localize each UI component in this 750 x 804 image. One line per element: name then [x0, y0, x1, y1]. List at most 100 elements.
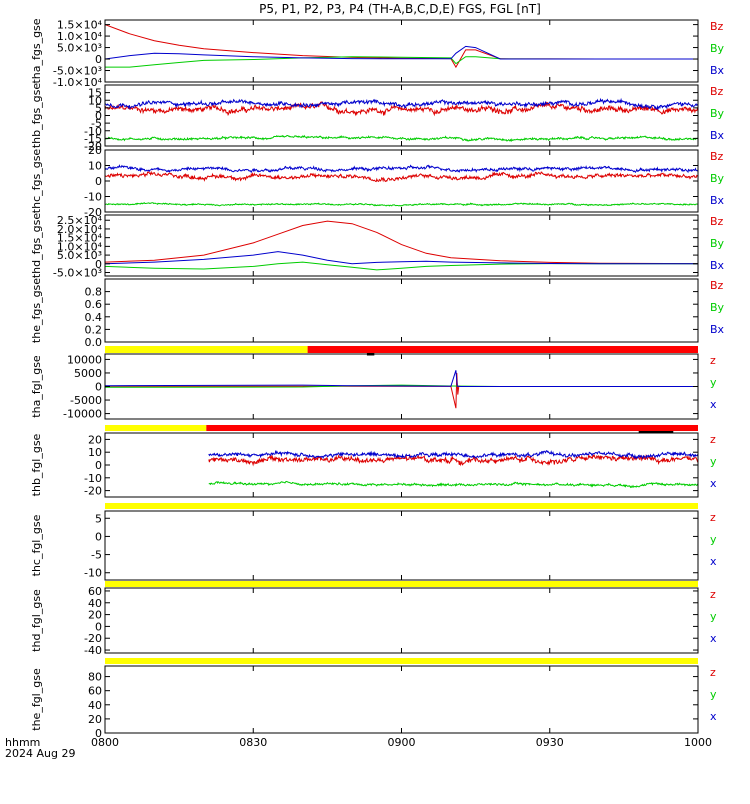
y-tick-label: 20 [88, 433, 102, 446]
legend-entry-by: By [710, 107, 725, 120]
y-tick-label: 0 [95, 459, 102, 472]
y-tick-label: 60 [88, 585, 102, 598]
status-bar [105, 658, 698, 664]
legend-entry-bz: Bz [710, 279, 724, 292]
y-tick-label: 0.6 [85, 298, 103, 311]
series-line-by [105, 134, 698, 143]
series-line-bz [105, 220, 698, 265]
legend-entry-y: y [710, 688, 717, 701]
y-tick-label: 5 [95, 102, 102, 115]
status-bar-segment [307, 346, 698, 353]
y-tick-label: -1.0×10⁴ [53, 76, 103, 89]
y-tick-label: -5 [91, 549, 102, 562]
panel-series [105, 370, 698, 409]
y-tick-label: -5.0×10³ [53, 267, 102, 280]
legend-entry-z: z [710, 511, 716, 524]
y-tick-label: -10000 [63, 408, 102, 421]
y-tick-label: 40 [88, 699, 102, 712]
y-tick-label: 0 [95, 620, 102, 633]
y-axis-label: tha_fgs_gse [30, 18, 43, 83]
status-bar-segment [105, 581, 698, 587]
legend-entry-z: z [710, 433, 716, 446]
y-tick-label: 15 [88, 87, 102, 100]
y-tick-label: -10 [84, 191, 102, 204]
y-axis-label: thc_fgs_gse [30, 149, 43, 214]
y-axis-label: thd_fgl_gse [30, 589, 43, 652]
status-bar-mark [653, 431, 659, 434]
legend-entry-x: x [710, 710, 717, 723]
legend-entry-bz: Bz [710, 20, 724, 33]
y-tick-label: 20 [88, 609, 102, 622]
panel-series [105, 164, 698, 207]
series-line-bx [105, 97, 698, 111]
y-tick-label: 10 [88, 446, 102, 459]
status-bar [105, 581, 698, 587]
panels: 1.5×10⁴1.0×10⁴5.0×10³0-5.0×10³-1.0×10⁴th… [30, 18, 725, 740]
series-line-y [208, 480, 698, 489]
y-axis-label: thb_fgs_gse [30, 83, 43, 149]
status-bar [105, 425, 698, 434]
panel-frame [104, 432, 699, 498]
y-tick-label: -20 [84, 632, 102, 645]
panel-frame [104, 84, 699, 147]
y-tick-label: -5000 [70, 394, 102, 407]
status-bar [105, 503, 698, 509]
status-bar [105, 346, 698, 356]
y-tick-label: 1.0×10⁴ [57, 240, 103, 253]
y-tick-label: 10000 [67, 353, 102, 366]
panel-frame [104, 665, 699, 734]
y-tick-label: 10 [88, 160, 102, 173]
y-tick-label: 0.2 [85, 323, 103, 336]
y-tick-label: -15 [84, 132, 102, 145]
series-line-bx [105, 164, 698, 174]
y-tick-label: -10 [84, 567, 102, 580]
legend-entry-y: y [710, 610, 717, 623]
y-tick-label: 0 [95, 381, 102, 394]
legend-entry-y: y [710, 533, 717, 546]
legend-entry-x: x [710, 555, 717, 568]
y-tick-label: 1.0×10⁴ [57, 30, 103, 43]
y-axis-label: the_fgl_gse [30, 668, 43, 731]
series-line-x [105, 370, 698, 387]
x-axis-label-hhmm: hhmm [5, 736, 40, 749]
legend-entry-bx: Bx [710, 64, 725, 77]
series-line-by [105, 56, 698, 68]
y-tick-label: 5 [95, 512, 102, 525]
legend-entry-by: By [710, 172, 725, 185]
x-tick-label: 0800 [91, 736, 119, 749]
legend-entry-bx: Bx [710, 194, 725, 207]
series-line-by [105, 202, 698, 207]
y-axis-label: tha_fgl_gse [30, 355, 43, 418]
x-tick-label: 0900 [388, 736, 416, 749]
panel-frame [104, 19, 699, 83]
panel-series [105, 24, 698, 69]
y-tick-label: 5000 [74, 367, 102, 380]
y-tick-label: 2.0×10⁴ [57, 223, 103, 236]
x-tick-label: 0830 [239, 736, 267, 749]
y-tick-label: 0 [95, 175, 102, 188]
legend-entry-z: z [710, 354, 716, 367]
y-tick-label: 1.5×10⁴ [57, 19, 103, 32]
x-axis-label-date: 2024 Aug 29 [5, 747, 75, 760]
series-line-bz [105, 170, 698, 183]
series-line-z [208, 453, 698, 467]
panel-frame [104, 149, 699, 213]
y-tick-label: 0 [95, 258, 102, 271]
legend-entry-y: y [710, 455, 717, 468]
legend-entry-bx: Bx [710, 259, 725, 272]
legend-entry-y: y [710, 376, 717, 389]
y-axis-label: the_fgs_gse [30, 278, 43, 343]
panel-thc-fgs-gse: 20 10 0 -10 -20 thc_fgs_gse Bz By Bx [30, 144, 725, 219]
legend-entry-z: z [710, 666, 716, 679]
status-bar-segment [105, 425, 207, 431]
y-tick-label: 60 [88, 685, 102, 698]
y-tick-label: 0 [95, 727, 102, 740]
legend-entry-by: By [710, 237, 725, 250]
panel-thc-fgl-gse: 5 0 -5 -10 thc_fgl_gse zyx [30, 510, 717, 581]
panel-frame [104, 587, 699, 654]
figure-title: P5, P1, P2, P3, P4 (TH-A,B,C,D,E) FGS, F… [259, 2, 541, 16]
legend-entry-x: x [710, 477, 717, 490]
